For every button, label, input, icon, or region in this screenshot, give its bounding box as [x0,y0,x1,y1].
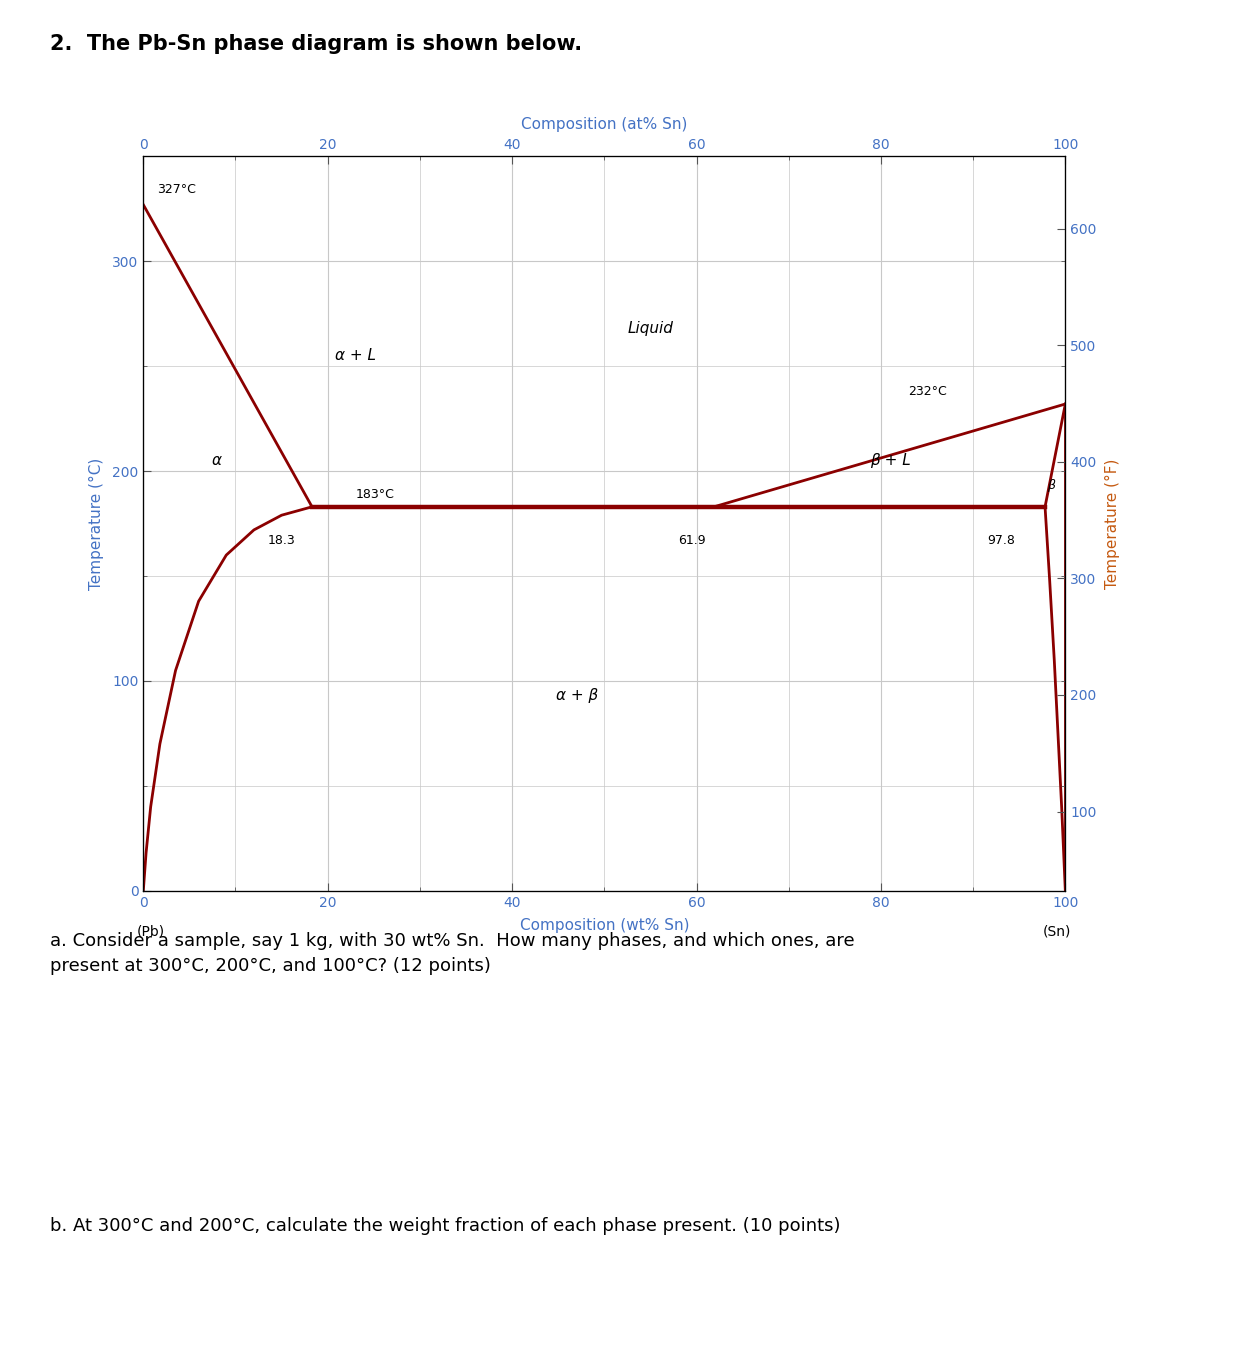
Y-axis label: Temperature (°C): Temperature (°C) [88,457,103,590]
Text: 18.3: 18.3 [268,534,295,547]
Text: b. At 300°C and 200°C, calculate the weight fraction of each phase present. (10 : b. At 300°C and 200°C, calculate the wei… [50,1217,840,1235]
Text: (Pb): (Pb) [137,925,166,938]
Text: α + β: α + β [556,688,598,703]
Text: 183°C: 183°C [355,487,394,500]
Text: β: β [1048,479,1055,492]
Text: α: α [212,453,222,468]
Text: β + L: β + L [870,453,911,468]
Text: 61.9: 61.9 [678,534,705,547]
Text: α + L: α + L [335,348,376,363]
Text: 2.  The Pb-Sn phase diagram is shown below.: 2. The Pb-Sn phase diagram is shown belo… [50,34,582,54]
Y-axis label: Temperature (°F): Temperature (°F) [1105,458,1120,589]
X-axis label: Composition (at% Sn): Composition (at% Sn) [521,117,688,132]
Text: 327°C: 327°C [157,184,196,196]
Text: 97.8: 97.8 [987,534,1014,547]
Text: 232°C: 232°C [908,385,947,397]
Text: Liquid: Liquid [628,321,673,336]
Text: a. Consider a sample, say 1 kg, with 30 wt% Sn.  How many phases, and which ones: a. Consider a sample, say 1 kg, with 30 … [50,932,855,975]
Text: (Sn): (Sn) [1043,925,1072,938]
X-axis label: Composition (wt% Sn): Composition (wt% Sn) [520,918,689,933]
